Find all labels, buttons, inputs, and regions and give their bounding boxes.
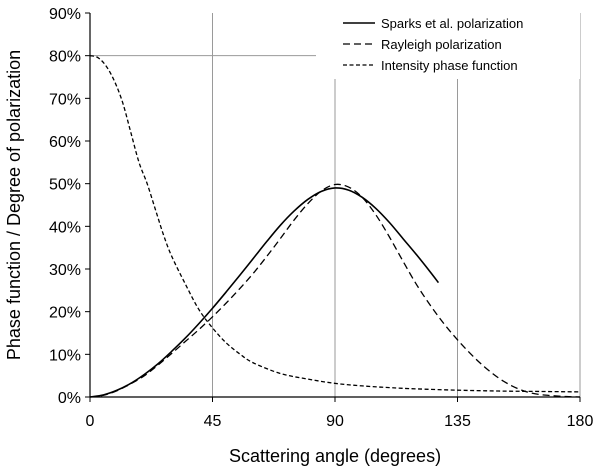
series-lines [89,55,581,398]
x-tick-label: 180 [567,413,594,430]
y-tick-label: 0% [58,390,81,407]
legend-label-rayleigh: Rayleigh polarization [381,37,502,52]
y-tick-label: 80% [49,49,81,66]
y-tick-label: 40% [49,219,81,236]
y-tick-label: 20% [49,305,81,322]
y-tick-label: 50% [49,177,81,194]
legend-label-intensity: Intensity phase function [381,58,518,73]
y-tick-label: 90% [49,6,81,23]
series-line-rayleigh-polarization [89,183,581,398]
series-line-intensity-phase-function [89,55,581,393]
legend: Sparks et al. polarization Rayleigh pola… [316,10,580,79]
y-tick-label: 60% [49,134,81,151]
axes [85,12,581,402]
x-tick-label: 45 [204,413,222,430]
y-axis-title: Phase function / Degree of polarization [4,50,24,360]
series-line-sparks-polarization [89,187,440,398]
x-tick-label: 0 [86,413,95,430]
y-tick-label: 30% [49,262,81,279]
legend-label-sparks: Sparks et al. polarization [381,16,523,31]
y-tick-label: 70% [49,91,81,108]
x-tick-label: 90 [326,413,344,430]
y-tick-label: 10% [49,347,81,364]
x-tick-label: 135 [444,413,471,430]
tick-labels: 0% 10% 20% 30% 40% 50% 60% 70% 80% 90% 0 45 90 135 180 [49,6,593,430]
x-axis-title: Scattering angle (degrees) [229,446,441,466]
